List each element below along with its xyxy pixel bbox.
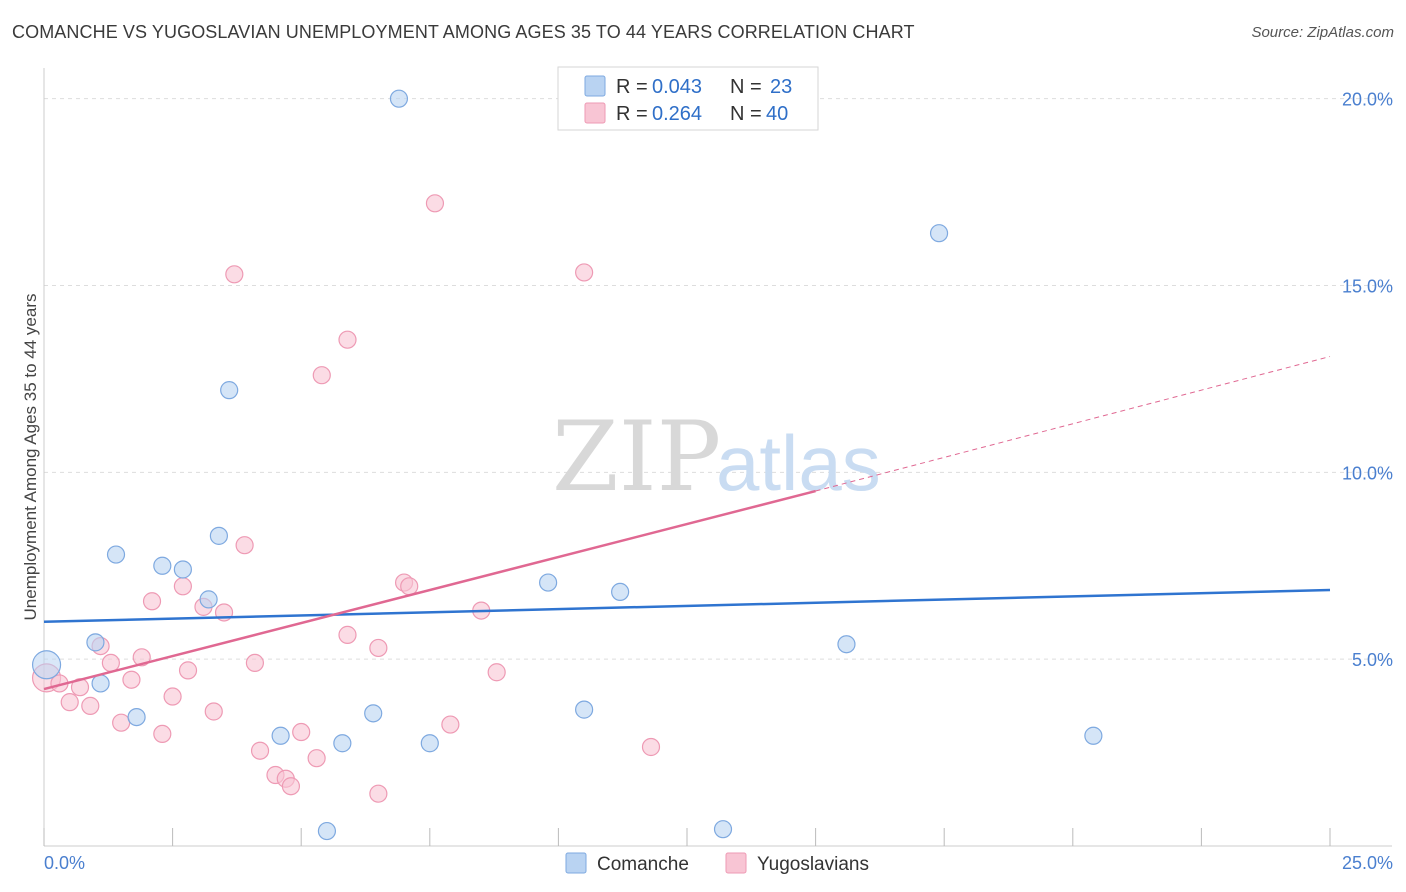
y-tick-label: 10.0% bbox=[1342, 463, 1393, 483]
yugoslavian-point bbox=[235, 536, 254, 555]
comanche-point bbox=[611, 582, 630, 602]
y-tick-label: 5.0% bbox=[1352, 650, 1393, 670]
chart-title: COMANCHE VS YUGOSLAVIAN UNEMPLOYMENT AMO… bbox=[12, 22, 915, 42]
yugoslavian-point bbox=[153, 724, 172, 744]
yugoslavian-point bbox=[112, 713, 131, 732]
comanche-point bbox=[389, 89, 409, 108]
legend-swatch-comanche bbox=[584, 75, 606, 97]
yugoslavian-point bbox=[487, 663, 506, 682]
legend-swatch-yugoslavians bbox=[584, 102, 606, 124]
comanche-point bbox=[837, 635, 856, 654]
yugoslavian-point bbox=[132, 648, 151, 667]
comanche-point bbox=[271, 726, 290, 745]
yugoslavian-point bbox=[312, 366, 331, 385]
yugoslavian-point bbox=[441, 715, 460, 734]
comanche-point bbox=[31, 650, 62, 680]
yugoslavian-point bbox=[101, 653, 120, 673]
stats-legend: R = 0.043 N = 23 R = 0.264 N = 40 bbox=[557, 66, 819, 131]
legend-r-value-comanche: 0.043 bbox=[652, 76, 702, 98]
bottom-legend-label-yugoslavians: Yugoslavians bbox=[757, 854, 869, 875]
watermark: ZIP atlas bbox=[552, 401, 881, 513]
y-tick-label: 15.0% bbox=[1342, 277, 1393, 297]
comanche-point bbox=[929, 224, 949, 243]
yugoslavian-trend-extension bbox=[815, 356, 1331, 492]
x-tick-label-min: 0.0% bbox=[44, 853, 85, 873]
yugoslavian-point bbox=[400, 577, 419, 596]
legend-r-label-yugoslavians: R = bbox=[616, 103, 648, 125]
yugoslavian-point bbox=[338, 330, 357, 349]
yugoslavian-trend-line bbox=[43, 489, 816, 691]
comanche-point bbox=[539, 573, 558, 592]
comanche-point bbox=[86, 633, 105, 652]
yugoslavian-point bbox=[369, 638, 388, 658]
yugoslavian-point bbox=[204, 702, 223, 721]
bottom-legend-swatch-comanche bbox=[565, 852, 587, 874]
legend-n-label-comanche: N = bbox=[730, 76, 762, 98]
trend-lines bbox=[43, 356, 1331, 691]
legend-n-value-comanche: 23 bbox=[770, 76, 792, 98]
yugoslavian-point bbox=[142, 592, 162, 611]
yugoslavian-point bbox=[338, 625, 357, 644]
watermark-atlas: atlas bbox=[716, 419, 881, 507]
comanche-point bbox=[199, 590, 218, 609]
comanche-point bbox=[220, 381, 239, 400]
yugoslavian-point bbox=[369, 784, 388, 803]
comanche-point bbox=[713, 820, 733, 839]
comanche-point bbox=[91, 674, 110, 693]
yugoslavian-point bbox=[81, 696, 100, 715]
gridlines: 5.0% 10.0% 15.0% 20.0% bbox=[44, 90, 1393, 670]
yugoslavian-point bbox=[225, 265, 244, 284]
yugoslavian-point bbox=[641, 737, 661, 757]
legend-r-value-yugoslavians: 0.264 bbox=[652, 103, 702, 125]
yugoslavian-point bbox=[163, 687, 182, 706]
comanche-point bbox=[153, 556, 172, 575]
yugoslavian-point bbox=[178, 661, 198, 680]
legend-n-label-yugoslavians: N = bbox=[730, 103, 762, 125]
axes bbox=[43, 68, 1392, 847]
bottom-legend-swatch-yugoslavians bbox=[725, 852, 747, 874]
comanche-point bbox=[317, 821, 337, 841]
yugoslavian-point bbox=[292, 722, 311, 742]
data-points bbox=[31, 89, 1103, 841]
yugoslavian-point bbox=[245, 653, 265, 673]
source-credit: Source: ZipAtlas.com bbox=[1251, 24, 1394, 41]
yugoslavian-point bbox=[122, 670, 141, 689]
comanche-point bbox=[420, 734, 439, 753]
yugoslavian-point bbox=[425, 194, 445, 213]
yugoslavian-point bbox=[307, 749, 326, 768]
legend-n-value-yugoslavians: 40 bbox=[766, 103, 788, 125]
x-tick-label-max: 25.0% bbox=[1342, 853, 1393, 873]
comanche-point bbox=[575, 700, 594, 719]
yugoslavian-point bbox=[575, 263, 594, 282]
comanche-point bbox=[127, 707, 146, 727]
yugoslavian-point bbox=[173, 577, 192, 596]
comanche-point bbox=[173, 560, 192, 579]
comanche-point bbox=[209, 526, 228, 545]
series-legend: Comanche Yugoslavians bbox=[565, 852, 869, 875]
legend-r-label-comanche: R = bbox=[616, 76, 648, 98]
bottom-legend-label-comanche: Comanche bbox=[597, 854, 689, 875]
yugoslavian-point bbox=[281, 777, 301, 796]
watermark-zip: ZIP bbox=[552, 401, 721, 513]
comanche-trend-line bbox=[43, 588, 1331, 624]
comanche-point bbox=[364, 704, 383, 723]
comanche-point bbox=[106, 545, 126, 564]
yugoslavian-point bbox=[60, 693, 79, 712]
y-tick-label: 20.0% bbox=[1342, 90, 1393, 110]
comanche-point bbox=[1084, 726, 1103, 745]
y-axis-label: Unemployment Among Ages 35 to 44 years bbox=[21, 294, 40, 621]
comanche-point bbox=[333, 734, 352, 753]
yugoslavian-point bbox=[250, 741, 270, 760]
